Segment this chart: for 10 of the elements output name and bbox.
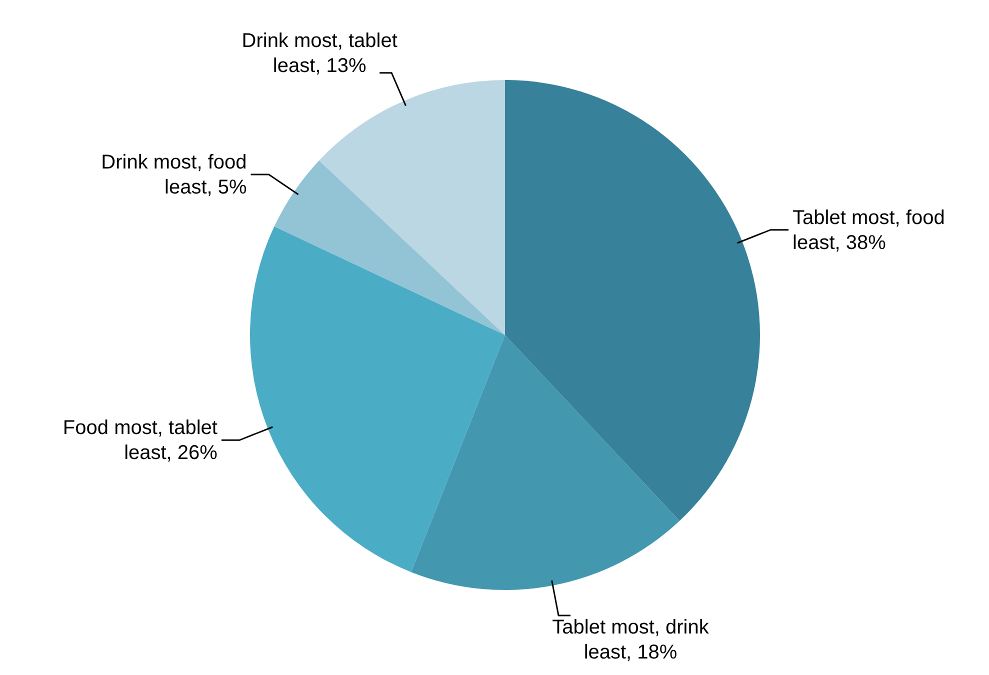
pie-slice bbox=[250, 226, 505, 572]
pie-slice bbox=[505, 80, 760, 521]
slice-label: Drink most, tablet least, 13% bbox=[242, 30, 398, 77]
slice-label: Tablet most, drink least, 18% bbox=[552, 616, 710, 664]
slice-label: Tablet most, food least, 38% bbox=[792, 206, 945, 254]
pie-slice bbox=[319, 80, 505, 335]
slice-label: Drink most, food least, 5% bbox=[101, 151, 248, 198]
pie-slice bbox=[411, 335, 680, 590]
slice-label: Food most, tablet least, 26% bbox=[62, 417, 218, 464]
pie-slice bbox=[274, 160, 505, 335]
